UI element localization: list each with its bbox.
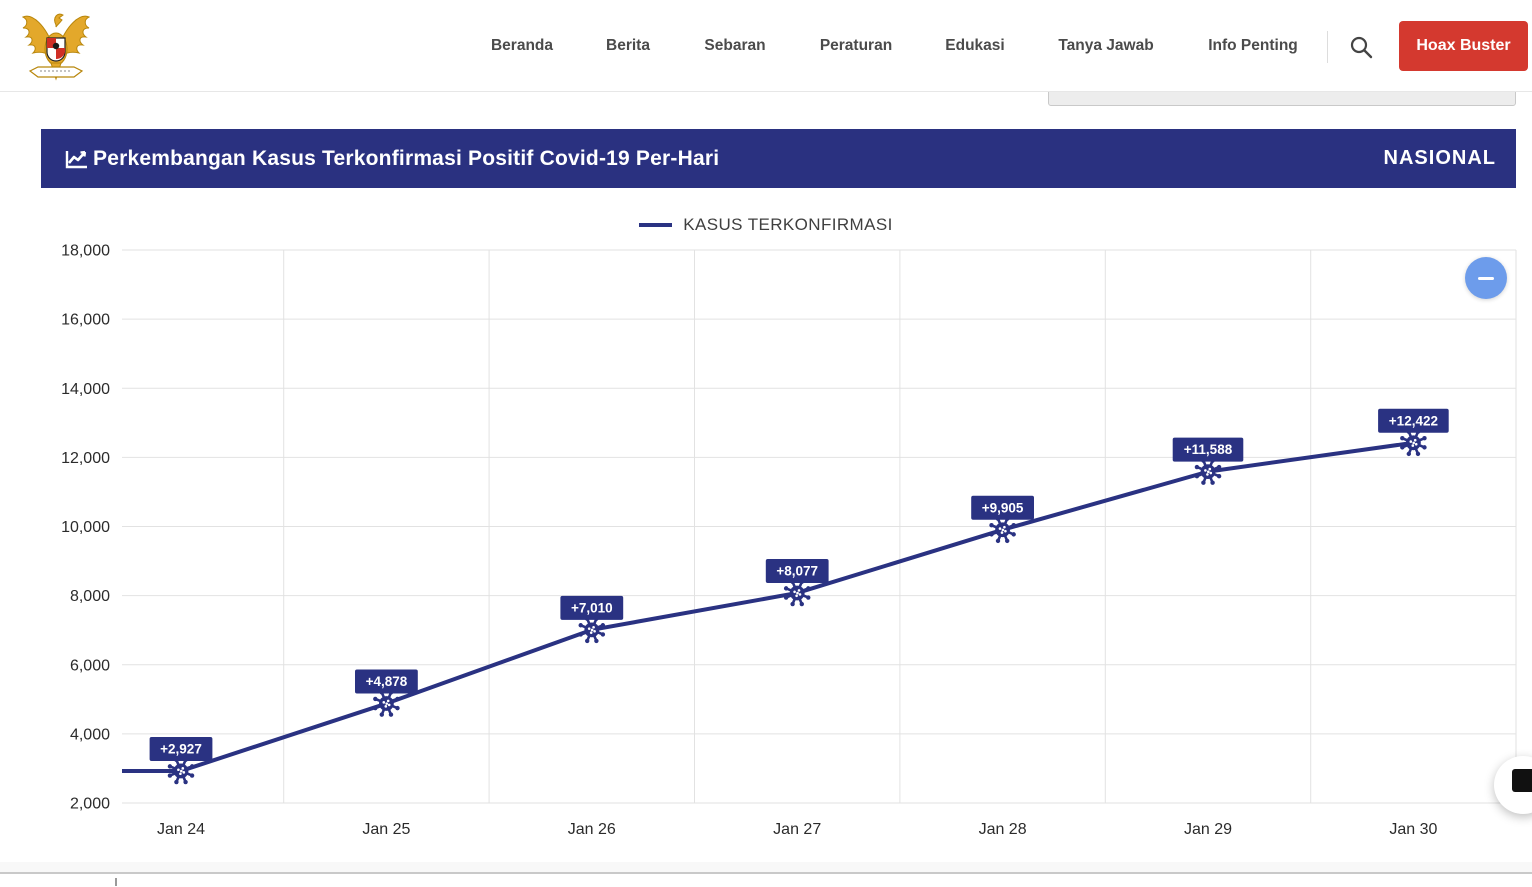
y-tick-label: 8,000 xyxy=(70,588,110,605)
point-label-badge xyxy=(1378,408,1449,433)
y-tick-label: 10,000 xyxy=(61,519,110,536)
y-tick-label: 18,000 xyxy=(61,243,110,260)
x-tick-label: Jan 26 xyxy=(568,821,616,838)
widget-logo xyxy=(1512,769,1532,792)
point-label-badge xyxy=(149,736,213,761)
point-label: +11,588 xyxy=(1184,442,1233,457)
point-label-badge xyxy=(355,669,418,694)
point-label: +7,010 xyxy=(571,600,613,615)
virus-marker-icon[interactable] xyxy=(989,516,1016,544)
section-divider xyxy=(0,872,1532,874)
x-tick-label: Jan 30 xyxy=(1389,821,1437,838)
point-label: +12,422 xyxy=(1389,413,1438,428)
point-label-badge xyxy=(765,558,829,583)
x-tick-label: Jan 25 xyxy=(362,821,410,838)
hoax-buster-button[interactable]: Hoax Buster xyxy=(1399,21,1528,71)
virus-marker-icon[interactable] xyxy=(1194,458,1222,485)
y-tick-label: 2,000 xyxy=(70,796,110,813)
nav-divider xyxy=(1327,31,1328,63)
legend-line-swatch xyxy=(639,223,673,227)
panel-title: Perkembangan Kasus Terkonfirmasi Positif… xyxy=(93,146,720,170)
bottom-strip xyxy=(0,862,1532,872)
y-tick-label: 14,000 xyxy=(61,381,110,398)
chart-legend: KASUS TERKONFIRMASI xyxy=(0,215,1532,235)
y-tick-label: 4,000 xyxy=(70,726,110,743)
virus-marker-icon[interactable] xyxy=(373,690,400,717)
top-navbar: Beranda Berita Sebaran Peraturan Edukasi Tany… xyxy=(0,0,1532,92)
nav-item-tanya-jawab[interactable]: Tanya Jawab xyxy=(1058,37,1154,54)
point-label-badge xyxy=(1172,437,1244,462)
point-label-badge xyxy=(560,595,624,620)
region-label: NASIONAL xyxy=(1383,147,1496,169)
point-label: +2,927 xyxy=(160,741,202,756)
x-tick-label: Jan 24 xyxy=(157,821,205,838)
y-tick-label: 6,000 xyxy=(70,657,110,674)
garuda-pancasila-logo[interactable] xyxy=(18,5,94,87)
legend-label: KASUS TERKONFIRMASI xyxy=(683,215,893,234)
series-line xyxy=(122,440,1414,773)
garuda-icon xyxy=(21,13,91,81)
nav-item-beranda[interactable]: Beranda xyxy=(490,37,554,54)
point-label: +4,878 xyxy=(366,674,408,689)
nav-item-info-penting[interactable]: Info Penting xyxy=(1208,37,1298,54)
minus-icon xyxy=(1478,276,1494,280)
nav-item-edukasi[interactable]: Edukasi xyxy=(945,37,1005,54)
x-tick-label: Jan 27 xyxy=(773,821,821,838)
collapse-chart-button[interactable] xyxy=(1465,257,1507,299)
y-tick-label: 16,000 xyxy=(61,312,110,329)
search-icon[interactable] xyxy=(1348,34,1374,60)
x-tick-label: Jan 29 xyxy=(1184,821,1232,838)
y-tick-label: 12,000 xyxy=(61,450,110,467)
nav-item-peraturan[interactable]: Peraturan xyxy=(819,37,893,54)
point-label: +9,905 xyxy=(982,500,1024,515)
partially-visible-floating-widget[interactable] xyxy=(1494,756,1532,814)
nav-item-sebaran[interactable]: Sebaran xyxy=(704,37,766,54)
virus-marker-icon[interactable] xyxy=(167,757,195,785)
chart-panel-header: Perkembangan Kasus Terkonfirmasi Positif… xyxy=(41,129,1516,188)
virus-marker-icon[interactable] xyxy=(578,616,606,644)
nav-item-berita[interactable]: Berita xyxy=(606,37,650,54)
x-tick-label: Jan 28 xyxy=(979,821,1027,838)
point-label: +8,077 xyxy=(776,563,818,578)
point-label-badge xyxy=(971,495,1034,520)
text-cursor-tick xyxy=(115,878,117,886)
line-chart-icon xyxy=(65,148,89,170)
